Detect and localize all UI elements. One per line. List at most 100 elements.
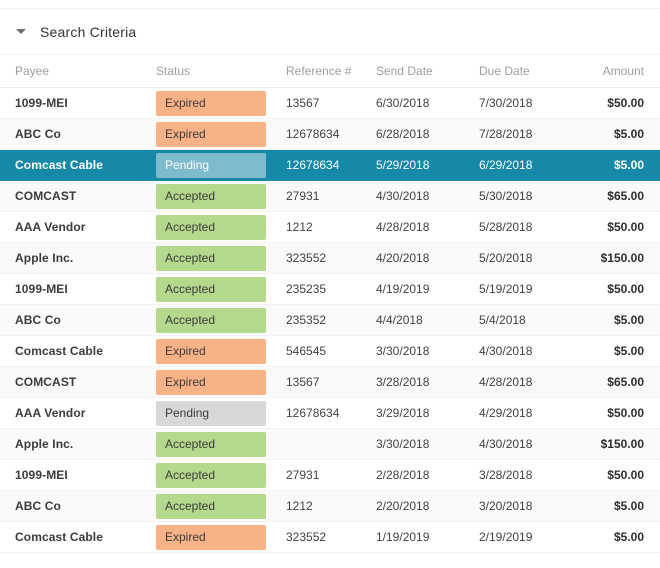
status-cell: Accepted: [141, 276, 286, 302]
status-cell: Accepted: [141, 214, 286, 240]
table-row[interactable]: 1099-MEI Expired 13567 6/30/2018 7/30/20…: [0, 88, 660, 119]
table-row[interactable]: Comcast Cable Expired 546545 3/30/2018 4…: [0, 336, 660, 367]
status-cell: Accepted: [141, 183, 286, 209]
reference-cell: 1212: [286, 220, 313, 234]
status-cell: Pending: [141, 400, 286, 426]
payee-cell: Apple Inc.: [15, 437, 74, 451]
table-row[interactable]: COMCAST Expired 13567 3/28/2018 4/28/201…: [0, 367, 660, 398]
reference-cell: 12678634: [286, 127, 340, 141]
due-date-cell: 4/28/2018: [479, 375, 533, 389]
status-cell: Expired: [141, 90, 286, 116]
reference-cell: 12678634: [286, 158, 340, 172]
column-header-status[interactable]: Status: [156, 64, 191, 78]
status-cell: Expired: [141, 121, 286, 147]
due-date-cell: 4/30/2018: [479, 437, 533, 451]
reference-cell: 12678634: [286, 406, 340, 420]
status-cell: Accepted: [141, 245, 286, 271]
send-date-cell: 6/28/2018: [376, 127, 430, 141]
status-cell: Accepted: [141, 462, 286, 488]
status-badge: Accepted: [156, 462, 266, 488]
column-header-send-date[interactable]: Send Date: [376, 64, 433, 78]
table-row[interactable]: COMCAST Accepted 27931 4/30/2018 5/30/20…: [0, 181, 660, 212]
status-cell: Accepted: [141, 307, 286, 333]
table-row[interactable]: ABC Co Accepted 1212 2/20/2018 3/20/2018…: [0, 491, 660, 522]
payee-cell: 1099-MEI: [15, 96, 68, 110]
reference-cell: 546545: [286, 344, 327, 358]
table-row[interactable]: 1099-MEI Accepted 235235 4/19/2019 5/19/…: [0, 274, 660, 305]
table-row[interactable]: Apple Inc. Accepted 323552 4/20/2018 5/2…: [0, 243, 660, 274]
amount-cell: $5.00: [613, 344, 644, 358]
table-row[interactable]: Comcast Cable Pending 12678634 5/29/2018…: [0, 150, 660, 181]
due-date-cell: 6/29/2018: [479, 158, 533, 172]
column-header-reference[interactable]: Reference #: [286, 64, 352, 78]
reference-cell: 323552: [286, 530, 327, 544]
status-badge: Accepted: [156, 214, 266, 240]
send-date-cell: 6/30/2018: [376, 96, 430, 110]
reference-cell: 235235: [286, 282, 327, 296]
due-date-cell: 4/29/2018: [479, 406, 533, 420]
status-badge: Accepted: [156, 183, 266, 209]
amount-cell: $50.00: [607, 468, 644, 482]
search-criteria-label: Search Criteria: [40, 23, 137, 40]
table-row[interactable]: Apple Inc. Accepted 3/30/2018 4/30/2018 …: [0, 429, 660, 460]
search-criteria-panel: Search Criteria: [0, 8, 660, 55]
reference-cell: 235352: [286, 313, 327, 327]
caret-down-icon: [16, 29, 26, 34]
amount-cell: $50.00: [607, 220, 644, 234]
payee-cell: Comcast Cable: [15, 158, 103, 172]
table-row[interactable]: AAA Vendor Accepted 1212 4/28/2018 5/28/…: [0, 212, 660, 243]
table-row[interactable]: 1099-MEI Accepted 27931 2/28/2018 3/28/2…: [0, 460, 660, 491]
payee-cell: ABC Co: [15, 127, 61, 141]
amount-cell: $150.00: [600, 437, 644, 451]
send-date-cell: 4/19/2019: [376, 282, 430, 296]
reference-cell: 27931: [286, 189, 320, 203]
status-badge: Accepted: [156, 276, 266, 302]
column-header-due-date[interactable]: Due Date: [479, 64, 530, 78]
amount-cell: $5.00: [613, 499, 644, 513]
column-header-amount[interactable]: Amount: [602, 64, 644, 78]
status-cell: Expired: [141, 524, 286, 550]
reference-cell: 1212: [286, 499, 313, 513]
payee-cell: ABC Co: [15, 499, 61, 513]
page: Search Criteria Payee Status Reference #…: [0, 8, 660, 553]
amount-cell: $65.00: [607, 189, 644, 203]
amount-cell: $5.00: [613, 127, 644, 141]
amount-cell: $50.00: [607, 282, 644, 296]
status-badge: Accepted: [156, 245, 266, 271]
due-date-cell: 7/28/2018: [479, 127, 533, 141]
reference-cell: 13567: [286, 375, 320, 389]
status-badge: Accepted: [156, 307, 266, 333]
due-date-cell: 2/19/2019: [479, 530, 533, 544]
status-cell: Expired: [141, 369, 286, 395]
send-date-cell: 2/20/2018: [376, 499, 430, 513]
send-date-cell: 4/4/2018: [376, 313, 423, 327]
amount-cell: $5.00: [613, 313, 644, 327]
search-criteria-toggle[interactable]: Search Criteria: [0, 24, 136, 40]
due-date-cell: 3/20/2018: [479, 499, 533, 513]
send-date-cell: 4/20/2018: [376, 251, 430, 265]
amount-cell: $5.00: [613, 158, 644, 172]
table-row[interactable]: Comcast Cable Expired 323552 1/19/2019 2…: [0, 522, 660, 553]
due-date-cell: 5/19/2019: [479, 282, 533, 296]
send-date-cell: 3/30/2018: [376, 437, 430, 451]
table-row[interactable]: AAA Vendor Pending 12678634 3/29/2018 4/…: [0, 398, 660, 429]
status-cell: Expired: [141, 338, 286, 364]
payments-table: Payee Status Reference # Send Date Due D…: [0, 55, 660, 553]
status-badge: Expired: [156, 369, 266, 395]
status-badge: Accepted: [156, 493, 266, 519]
send-date-cell: 1/19/2019: [376, 530, 430, 544]
table-row[interactable]: ABC Co Accepted 235352 4/4/2018 5/4/2018…: [0, 305, 660, 336]
table-row[interactable]: ABC Co Expired 12678634 6/28/2018 7/28/2…: [0, 119, 660, 150]
due-date-cell: 5/30/2018: [479, 189, 533, 203]
payee-cell: COMCAST: [15, 375, 77, 389]
amount-cell: $50.00: [607, 406, 644, 420]
payee-cell: 1099-MEI: [15, 282, 68, 296]
payee-cell: Comcast Cable: [15, 344, 103, 358]
reference-cell: 13567: [286, 96, 320, 110]
column-header-payee[interactable]: Payee: [15, 64, 50, 78]
send-date-cell: 4/28/2018: [376, 220, 430, 234]
status-cell: Pending: [141, 152, 286, 178]
status-cell: Accepted: [141, 431, 286, 457]
payee-cell: Comcast Cable: [15, 530, 103, 544]
send-date-cell: 2/28/2018: [376, 468, 430, 482]
